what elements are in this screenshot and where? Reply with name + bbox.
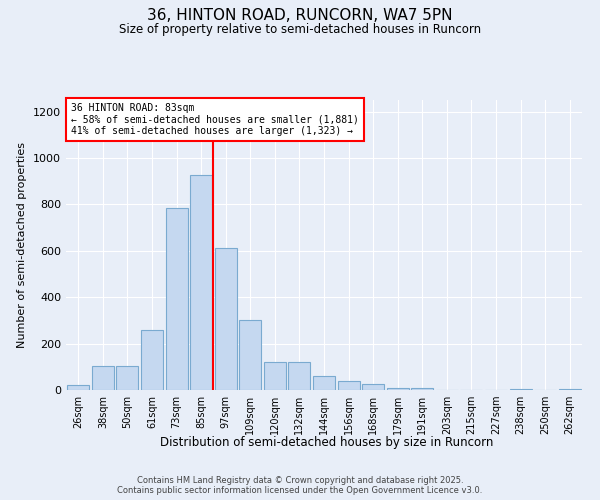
- Y-axis label: Number of semi-detached properties: Number of semi-detached properties: [17, 142, 28, 348]
- Bar: [289, 362, 310, 390]
- Text: Distribution of semi-detached houses by size in Runcorn: Distribution of semi-detached houses by …: [160, 436, 494, 449]
- Bar: [166, 208, 188, 390]
- Bar: [141, 330, 163, 390]
- Bar: [67, 386, 89, 390]
- Bar: [264, 362, 286, 390]
- Text: Size of property relative to semi-detached houses in Runcorn: Size of property relative to semi-detach…: [119, 22, 481, 36]
- Bar: [362, 384, 384, 390]
- Bar: [313, 376, 335, 390]
- Bar: [92, 366, 114, 390]
- Text: Contains HM Land Registry data © Crown copyright and database right 2025.
Contai: Contains HM Land Registry data © Crown c…: [118, 476, 482, 495]
- Bar: [411, 388, 433, 390]
- Text: 36 HINTON ROAD: 83sqm
← 58% of semi-detached houses are smaller (1,881)
41% of s: 36 HINTON ROAD: 83sqm ← 58% of semi-deta…: [71, 103, 359, 136]
- Bar: [338, 380, 359, 390]
- Bar: [215, 248, 237, 390]
- Bar: [116, 366, 139, 390]
- Bar: [386, 388, 409, 390]
- Bar: [190, 176, 212, 390]
- Text: 36, HINTON ROAD, RUNCORN, WA7 5PN: 36, HINTON ROAD, RUNCORN, WA7 5PN: [147, 8, 453, 22]
- Bar: [509, 389, 532, 390]
- Bar: [239, 320, 262, 390]
